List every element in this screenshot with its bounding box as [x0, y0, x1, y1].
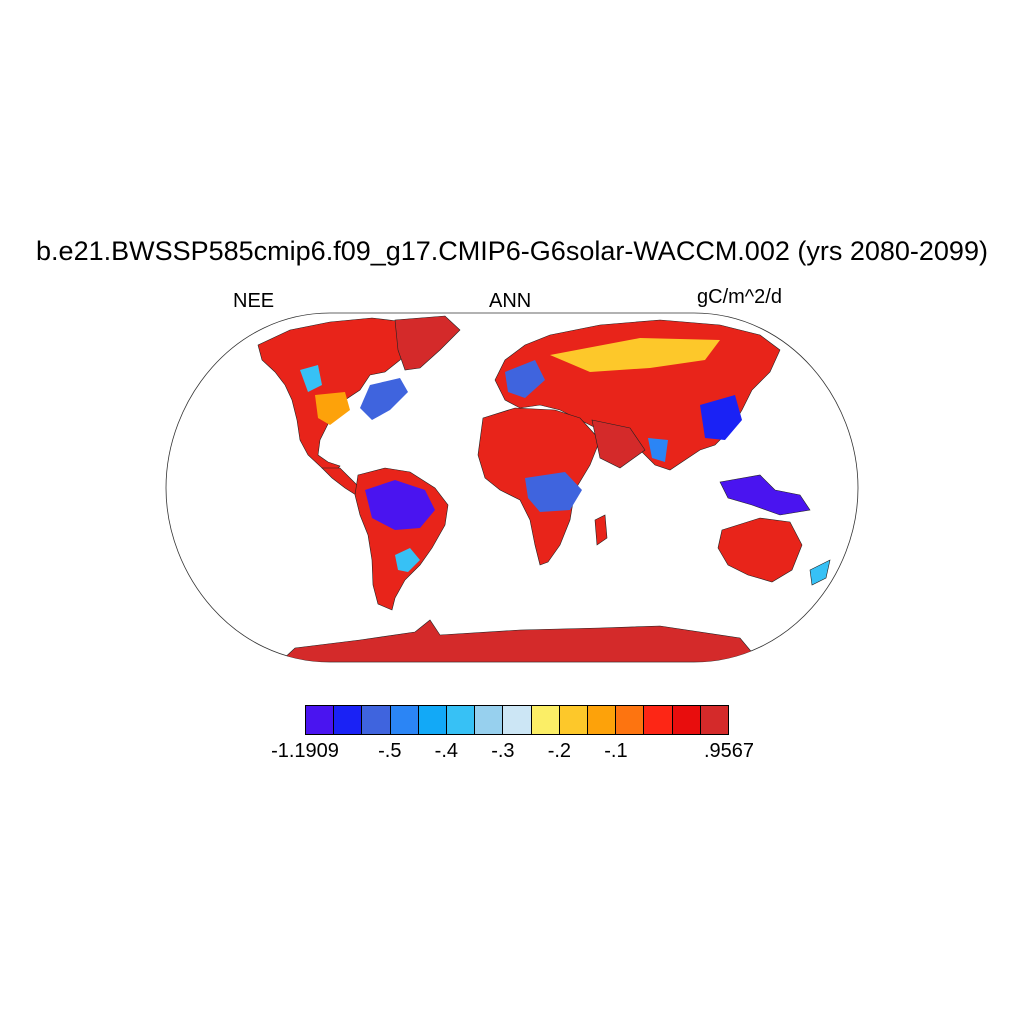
colorbar-swatch: [503, 706, 532, 734]
new-zealand: [809, 559, 831, 586]
colorbar-swatch: [362, 706, 391, 734]
colorbar-tick-label: -1.1909: [271, 740, 339, 762]
plot-title: b.e21.BWSSP585cmip6.f09_g17.CMIP6-G6sola…: [36, 236, 988, 266]
colorbar-swatch: [616, 706, 645, 734]
siberia-mid: [550, 338, 720, 372]
season-label: ANN: [489, 290, 532, 312]
colorbar-tick-label: -.3: [491, 740, 515, 762]
greenland: [394, 315, 461, 371]
na-west-low: [300, 365, 322, 392]
colorbar: [305, 705, 729, 735]
colorbar-swatch: [334, 706, 363, 734]
colorbar-swatch: [672, 706, 701, 734]
colorbar-tick-label: -.2: [547, 740, 572, 762]
na-east-low: [360, 378, 408, 420]
units-label: gC/m^2/d: [697, 286, 782, 308]
amazon-sink: [365, 480, 435, 530]
south-asia-low: [648, 438, 668, 462]
east-asia-sink: [700, 395, 742, 440]
colorbar-swatch: [559, 706, 589, 734]
antarctica: [279, 619, 761, 662]
sa-south-low: [395, 548, 420, 572]
colorbar-swatch: [644, 706, 673, 734]
colorbar-swatch: [475, 706, 504, 734]
colorbar-swatch: [531, 706, 560, 734]
colorbar-tick-label: -.4: [434, 740, 458, 762]
arabia: [591, 419, 646, 469]
central-africa-sink: [525, 472, 582, 512]
colorbar-tick-label: .9567: [703, 740, 755, 762]
europe-low: [505, 360, 545, 398]
colorbar-swatch: [306, 706, 335, 734]
colorbar-tick-label: -.5: [378, 740, 402, 762]
colorbar-swatch: [390, 706, 419, 734]
colorbar-swatch: [418, 706, 448, 734]
colorbar-swatch: [588, 706, 617, 734]
variable-label: NEE: [233, 290, 275, 312]
colorbar-swatch: [700, 706, 729, 734]
australia: [717, 517, 803, 583]
colorbar-tick-label: -.1: [604, 740, 628, 762]
colorbar-swatch: [447, 706, 476, 734]
na-central-mid: [315, 392, 350, 425]
maritime-asia: [719, 474, 811, 516]
madagascar: [594, 514, 608, 546]
